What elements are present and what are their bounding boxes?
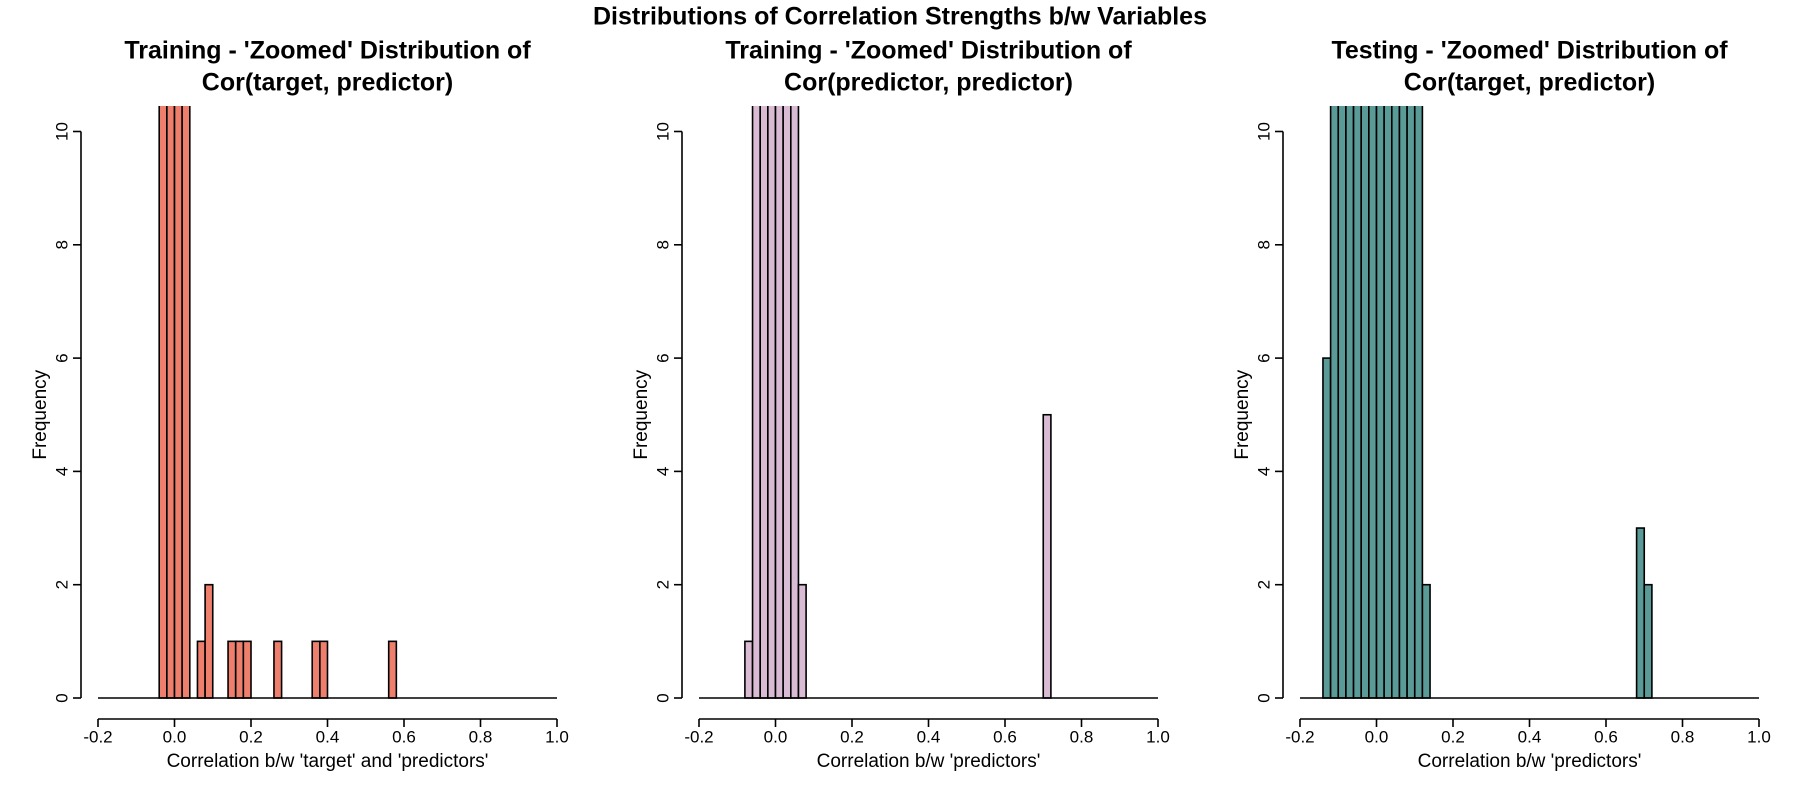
bar (744, 640, 754, 699)
bar (1635, 527, 1646, 699)
x-axis-label: Correlation b/w 'target' and 'predictors… (167, 751, 489, 772)
bar (1398, 106, 1408, 699)
bar (387, 640, 398, 699)
bar (196, 640, 206, 699)
bar (242, 640, 252, 699)
bar (227, 640, 237, 699)
x-tick-label: 0.6 (1594, 727, 1618, 746)
chart-title: Testing - 'Zoomed' Distribution of (1331, 37, 1728, 65)
y-tick-label: 10 (52, 122, 71, 141)
y-tick-label: 8 (653, 240, 672, 249)
y-tick-label: 0 (1254, 693, 1273, 702)
y-tick-label: 10 (1254, 122, 1273, 141)
bar (1391, 106, 1401, 699)
x-tick-label: 1.0 (1747, 727, 1771, 746)
bar (311, 640, 321, 699)
y-tick-label: 4 (1254, 467, 1273, 476)
y-tick-label: 2 (653, 580, 672, 589)
bar (1643, 583, 1653, 699)
y-tick-label: 4 (52, 467, 71, 476)
bar (204, 583, 214, 699)
y-tick-label: 0 (52, 693, 71, 702)
chart-title: Cor(predictor, predictor) (784, 69, 1073, 97)
bar (181, 106, 191, 699)
bar (319, 640, 329, 699)
bar (774, 106, 784, 699)
bar (1413, 106, 1424, 699)
y-tick-label: 6 (653, 353, 672, 362)
chart-title: Cor(target, predictor) (1404, 69, 1655, 97)
x-tick-label: 0.8 (1671, 727, 1695, 746)
x-tick-label: 0.2 (840, 727, 864, 746)
bar (1360, 106, 1370, 699)
y-tick-label: 0 (653, 693, 672, 702)
bar (1042, 413, 1052, 699)
bar (1375, 106, 1385, 699)
bar (234, 640, 245, 699)
bar (759, 106, 769, 699)
bar (797, 583, 807, 699)
y-tick-label: 10 (653, 122, 672, 141)
bar (158, 106, 168, 699)
y-tick-label: 6 (52, 353, 71, 362)
y-tick-label: 8 (1254, 240, 1273, 249)
bar (751, 106, 761, 699)
chart-title: Cor(target, predictor) (202, 69, 453, 97)
plot-area (744, 106, 1052, 699)
plot-area (158, 106, 398, 699)
x-tick-label: 0.8 (469, 727, 493, 746)
plot-area (1322, 106, 1653, 699)
x-tick-label: 0.0 (764, 727, 788, 746)
x-tick-label: 0.8 (1070, 727, 1094, 746)
x-tick-label: -0.2 (1285, 727, 1314, 746)
chart-title: Training - 'Zoomed' Distribution of (124, 37, 531, 65)
bar (1368, 106, 1378, 699)
bar (273, 640, 283, 699)
x-tick-label: 0.0 (1365, 727, 1389, 746)
x-tick-label: 0.6 (392, 727, 416, 746)
x-tick-label: 1.0 (545, 727, 569, 746)
bar (782, 106, 792, 699)
y-tick-label: 2 (1254, 580, 1273, 589)
bar (1337, 106, 1347, 699)
chart-title: Training - 'Zoomed' Distribution of (725, 37, 1132, 65)
bar (789, 106, 800, 699)
y-tick-label: 6 (1254, 353, 1273, 362)
x-tick-label: 0.4 (316, 727, 340, 746)
bar (1345, 106, 1355, 699)
y-axis-label: Frequency (631, 369, 652, 459)
bar (1352, 106, 1363, 699)
bar (1421, 583, 1431, 699)
bar (1383, 106, 1393, 699)
y-tick-label: 4 (653, 467, 672, 476)
x-tick-label: -0.2 (684, 727, 713, 746)
x-axis-label: Correlation b/w 'predictors' (1418, 751, 1642, 772)
x-tick-label: -0.2 (83, 727, 112, 746)
x-tick-label: 0.4 (917, 727, 941, 746)
y-tick-label: 2 (52, 580, 71, 589)
bar (173, 106, 183, 699)
x-tick-label: 0.0 (163, 727, 187, 746)
bar (1329, 106, 1340, 699)
x-tick-label: 0.2 (239, 727, 263, 746)
x-axis-label: Correlation b/w 'predictors' (817, 751, 1041, 772)
y-axis-label: Frequency (30, 369, 51, 459)
y-tick-label: 8 (52, 240, 71, 249)
y-axis-label: Frequency (1232, 369, 1253, 459)
bar (1322, 357, 1332, 699)
x-tick-label: 0.6 (993, 727, 1017, 746)
bar (166, 106, 176, 699)
bar (1406, 106, 1416, 699)
x-tick-label: 0.2 (1441, 727, 1465, 746)
x-tick-label: 1.0 (1146, 727, 1170, 746)
bar (767, 106, 777, 699)
figure-title: Distributions of Correlation Strengths b… (593, 3, 1207, 31)
x-tick-label: 0.4 (1518, 727, 1542, 746)
